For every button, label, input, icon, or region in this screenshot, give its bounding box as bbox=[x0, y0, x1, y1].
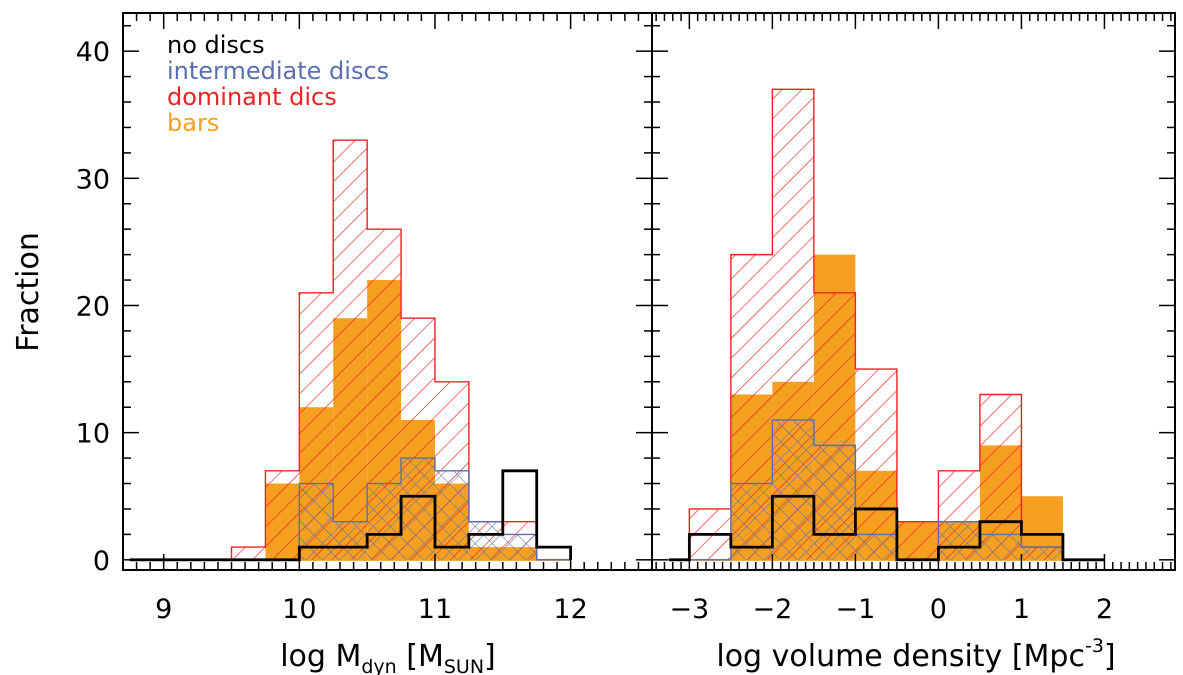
hatch-intermediate-discs-8 bbox=[979, 534, 1022, 560]
x-tick-label: 1 bbox=[1013, 594, 1030, 625]
hatch-intermediate-discs-8 bbox=[401, 458, 435, 560]
y-tick-label: 30 bbox=[76, 164, 110, 195]
x-tick-label: −2 bbox=[752, 594, 792, 625]
hatch-dominant-dics-6 bbox=[333, 140, 368, 560]
x-tick-label: 10 bbox=[282, 594, 316, 625]
x-axis-label-left-mid: [M bbox=[397, 639, 444, 674]
x-axis-label-left-prefix: log M bbox=[280, 639, 361, 674]
x-axis-label-left-sub2: SUN bbox=[444, 656, 484, 675]
x-axis-label-right-prefix: log volume density [Mpc bbox=[716, 639, 1085, 674]
x-axis-label-right: log volume density [Mpc-3] bbox=[716, 635, 1115, 674]
legend-entry-dominant-dics: dominant dics bbox=[167, 83, 337, 111]
x-tick-label: −1 bbox=[835, 594, 875, 625]
hatch-dominant-dics-3 bbox=[231, 547, 266, 560]
hatch-dominant-dics-8 bbox=[979, 394, 1022, 560]
x-axis-label-right-sup: -3 bbox=[1085, 635, 1104, 657]
legend-entry-intermediate-discs: intermediate discs bbox=[167, 57, 389, 85]
y-tick-label: 10 bbox=[76, 419, 110, 450]
x-axis-label-left-suffix: ] bbox=[484, 639, 496, 674]
legend-entry-no-discs: no discs bbox=[167, 31, 265, 59]
hatch-intermediate-discs-5 bbox=[855, 534, 897, 560]
hatch-intermediate-discs-4 bbox=[813, 445, 856, 560]
hatch-intermediate-discs-7 bbox=[938, 521, 980, 560]
hatch-intermediate-discs-10 bbox=[468, 521, 503, 560]
x-tick-label: 9 bbox=[155, 594, 172, 625]
x-axis-label-right-suffix: ] bbox=[1104, 639, 1116, 674]
y-axis-label: Fraction bbox=[11, 232, 46, 352]
hatch-intermediate-discs-9 bbox=[434, 470, 469, 560]
left-panel: 9 10 11 12 0 10 20 30 40 bbox=[76, 12, 653, 625]
hatch-dominant-dics-4 bbox=[265, 470, 300, 560]
x-tick-label: 0 bbox=[930, 594, 947, 625]
hatch-intermediate-discs-9 bbox=[1021, 547, 1063, 560]
hatch-intermediate-discs-3 bbox=[772, 419, 814, 560]
hatch-intermediate-discs-6 bbox=[333, 521, 368, 560]
x-axis-label-left-sub: dyn bbox=[361, 656, 396, 675]
step-no-discs bbox=[129, 469, 573, 562]
hatch-dominant-dics-6 bbox=[896, 521, 939, 560]
x-tick-label: 11 bbox=[418, 594, 452, 625]
x-tick-label: −3 bbox=[669, 594, 709, 625]
hatch-dominant-dics-5 bbox=[855, 369, 897, 560]
hatch-intermediate-discs-11 bbox=[502, 534, 537, 560]
hatch-intermediate-discs-7 bbox=[367, 483, 402, 560]
y-tick-label: 0 bbox=[93, 546, 110, 577]
legend-entry-bars: bars bbox=[167, 109, 219, 137]
y-tick-label: 40 bbox=[76, 37, 110, 68]
x-axis-label-left: log Mdyn [MSUN] bbox=[280, 639, 496, 675]
y-tick-label: 20 bbox=[76, 291, 110, 322]
x-tick-label: 12 bbox=[553, 594, 587, 625]
x-tick-label: 2 bbox=[1096, 594, 1113, 625]
step-dominant-dics bbox=[668, 88, 1105, 561]
step-no-discs bbox=[668, 494, 1105, 562]
right-panel: −3 −2 −1 0 1 2 bbox=[651, 12, 1176, 625]
